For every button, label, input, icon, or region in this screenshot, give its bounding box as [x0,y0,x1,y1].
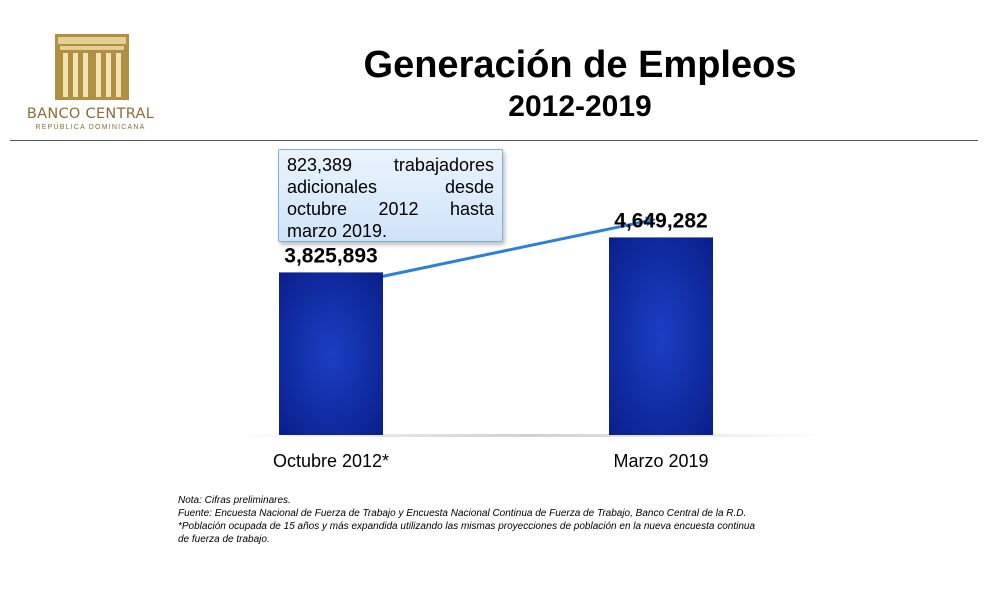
page-title: Generación de Empleos [363,44,797,86]
category-label: Marzo 2019 [613,451,708,471]
note-line: Nota: Cifras preliminares. [178,495,291,506]
column-building-icon [55,34,129,100]
bar-value-label: 3,825,893 [284,244,377,267]
bank-logo: BANCO CENTRAL REPÚBLICA DOMINICANA [18,34,163,139]
footnotes: Nota: Cifras preliminares. Fuente: Encue… [178,494,858,546]
page-subtitle: 2012-2019 [508,90,652,123]
header-divider [10,140,978,141]
source-line: Fuente: Encuesta Nacional de Fuerza de T… [178,508,747,519]
logo-name: BANCO CENTRAL [26,106,155,122]
x-axis-baseline [235,434,825,437]
logo-subtitle: REPÚBLICA DOMINICANA [35,124,146,131]
bar-1 [279,272,383,435]
bar-value-label: 4,649,282 [614,209,707,232]
note-line: *Población ocupada de 15 años y más expa… [178,521,756,532]
bar-2 [609,237,713,435]
note-line: de fuerza de trabajo. [178,534,270,545]
callout-box: 823,389 trabajadores adicionales desde o… [278,149,503,242]
category-label: Octubre 2012* [273,451,389,471]
